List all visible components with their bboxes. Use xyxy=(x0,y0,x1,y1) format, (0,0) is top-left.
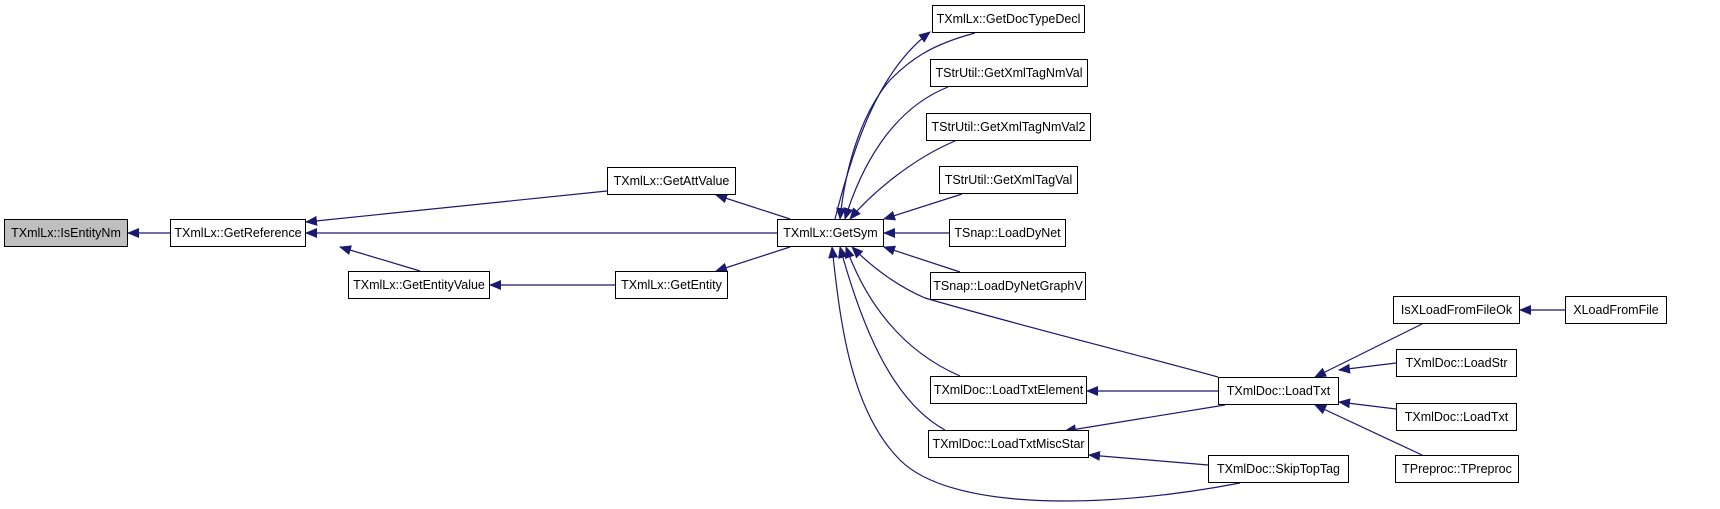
node-getentity[interactable]: TXmlLx::GetEntity xyxy=(615,271,728,299)
node-getxmltagnmval[interactable]: TStrUtil::GetXmlTagNmVal xyxy=(930,59,1088,87)
edge-loaddynetgraphv-to-getsym xyxy=(883,245,961,273)
node-loaddynet[interactable]: TSnap::LoadDyNet xyxy=(949,219,1066,247)
node-getdoctypedecl[interactable]: TXmlLx::GetDocTypeDecl xyxy=(932,5,1085,33)
edge-getattvalue-to-getreference xyxy=(305,190,608,226)
node-getxmltagval[interactable]: TStrUtil::GetXmlTagVal xyxy=(939,166,1078,194)
edge-skiptoptag-to-getsym xyxy=(828,246,1241,502)
edge-getxmltagnmval2-to-getsym xyxy=(849,140,956,220)
node-getxmltagnmval2[interactable]: TStrUtil::GetXmlTagNmVal2 xyxy=(926,113,1091,141)
node-tpreproc[interactable]: TPreproc::TPreproc xyxy=(1395,455,1519,483)
node-getsym[interactable]: TXmlLx::GetSym xyxy=(777,219,884,247)
node-loaddynetgraphv[interactable]: TSnap::LoadDyNetGraphV xyxy=(930,272,1086,300)
node-getreference[interactable]: TXmlLx::GetReference xyxy=(170,219,306,247)
node-loadtxtmiscstar[interactable]: TXmlDoc::LoadTxtMiscStar xyxy=(928,430,1089,458)
node-getattvalue[interactable]: TXmlLx::GetAttValue xyxy=(607,167,736,195)
node-skiptoptag[interactable]: TXmlDoc::SkipTopTag xyxy=(1208,455,1349,483)
edge-getsym-to-getattvalue xyxy=(715,193,791,220)
edge-getentityvalue-to-getreference xyxy=(339,245,421,272)
edge-loadtxt2-to-loadtxt xyxy=(1338,398,1397,410)
edge-skiptoptag-to-loadtxtmiscstar xyxy=(1088,450,1209,466)
edge-tpreproc-to-loadtxt xyxy=(1314,404,1423,456)
edge-loadtxtmiscstar-to-getsym xyxy=(838,246,946,431)
edge-loadtxt-to-getsym xyxy=(851,246,1219,378)
node-isxloadfromfileok[interactable]: IsXLoadFromFileOk xyxy=(1393,296,1520,324)
node-loadtxt2[interactable]: TXmlDoc::LoadTxt xyxy=(1396,403,1517,431)
node-isentitynm: TXmlLx::IsEntityNm xyxy=(4,219,128,247)
node-loadstr[interactable]: TXmlDoc::LoadStr xyxy=(1396,349,1517,377)
node-loadtxtelement[interactable]: TXmlDoc::LoadTxtElement xyxy=(930,376,1087,404)
edge-getxmltagval-to-getsym xyxy=(883,193,963,221)
edge-loadtxt-to-loadtxtmiscstar xyxy=(1064,404,1226,435)
edge-isxloadfromfileok-to-loadtxt xyxy=(1314,323,1423,378)
edge-loadstr-to-loadtxt xyxy=(1338,362,1397,374)
node-xloadfromfile[interactable]: XLoadFromFile xyxy=(1565,296,1667,324)
edge-getsym-to-getdoctypedecl xyxy=(834,31,931,220)
edge-getxmltagnmval-to-getsym xyxy=(843,86,949,220)
edge-loadtxtelement-to-getsym xyxy=(845,246,961,377)
edge-getsym-to-getentity xyxy=(715,246,791,273)
edge-getdoctypedecl-to-getsym xyxy=(836,32,976,220)
node-loadtxt[interactable]: TXmlDoc::LoadTxt xyxy=(1218,377,1339,405)
node-getentityvalue[interactable]: TXmlLx::GetEntityValue xyxy=(348,271,490,299)
